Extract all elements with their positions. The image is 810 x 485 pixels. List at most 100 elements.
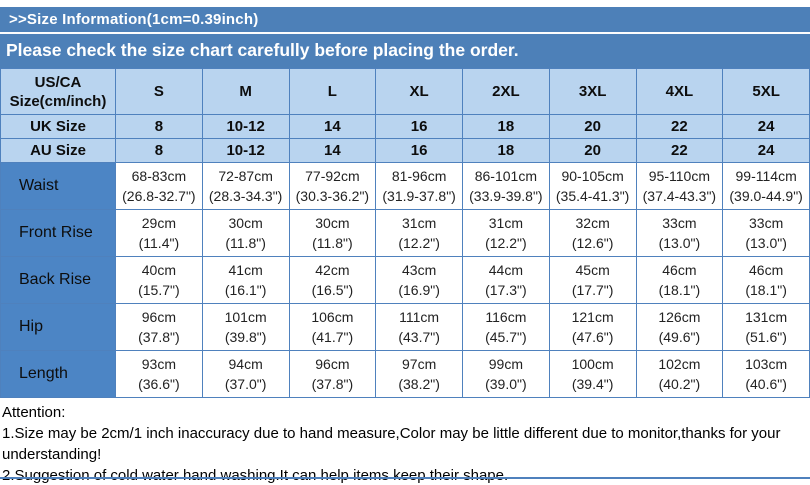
inch-value: (15.7") <box>138 282 180 298</box>
size-value-cell: 14 <box>288 114 377 139</box>
cm-value: 33cm <box>749 215 784 231</box>
measurement-cell: 77-92cm (30.3-36.2") <box>288 162 377 210</box>
inch-value: (28.3-34.3") <box>208 188 283 204</box>
measurement-cell: 94cm (37.0") <box>201 350 290 398</box>
measurement-row-front-rise: Front Rise 29cm (11.4") 30cm (11.8") 30c… <box>0 209 810 257</box>
size-value-cell: 20 <box>548 114 637 139</box>
measurement-cell: 131cm (51.6") <box>722 303 810 351</box>
measurement-cell: 32cm (12.6") <box>548 209 637 257</box>
cm-value: 131cm <box>745 309 788 325</box>
cm-value: 29cm <box>141 215 176 231</box>
cm-value: 97cm <box>402 356 437 372</box>
table-header-row: US/CA Size(cm/inch) S M L XL 2XL 3XL 4XL… <box>0 68 810 115</box>
inch-value: (45.7") <box>485 329 527 345</box>
inch-value: (37.4-43.3") <box>642 188 717 204</box>
measurement-cell: 95-110cm (37.4-43.3") <box>635 162 724 210</box>
cm-value: 30cm <box>228 215 263 231</box>
attention-note-1: 1.Size may be 2cm/1 inch inaccuracy due … <box>2 425 781 463</box>
measurement-cell: 45cm (17.7") <box>548 256 637 304</box>
uk-size-row: UK Size 8 10-12 14 16 18 20 22 24 <box>0 114 810 139</box>
measurement-row-length: Length 93cm (36.6") 94cm (37.0") 96cm (3… <box>0 350 810 398</box>
banner-title: >>Size Information(1cm=0.39inch) <box>9 11 259 28</box>
inch-value: (43.7") <box>398 329 440 345</box>
measurement-cell: 29cm (11.4") <box>115 209 203 257</box>
size-column-header-3xl: 3XL <box>548 68 637 115</box>
measurement-cell: 68-83cm (26.8-32.7") <box>115 162 203 210</box>
inch-value: (33.9-39.8") <box>469 188 543 204</box>
size-info-banner: >>Size Information(1cm=0.39inch) Please … <box>0 7 810 68</box>
measurement-cell: 90-105cm (35.4-41.3") <box>548 162 637 210</box>
row-label-front-rise: Front Rise <box>0 209 116 257</box>
measurement-cell: 100cm (39.4") <box>548 350 637 398</box>
banner-divider <box>0 32 810 34</box>
au-size-row: AU Size 8 10-12 14 16 18 20 22 24 <box>0 138 810 163</box>
measurement-cell: 86-101cm (33.9-39.8") <box>462 162 550 210</box>
inch-value: (39.0") <box>485 376 527 392</box>
measurement-cell: 44cm (17.3") <box>462 256 550 304</box>
inch-value: (38.2") <box>398 376 440 392</box>
inch-value: (37.8") <box>311 376 354 392</box>
cm-value: 96cm <box>315 356 350 372</box>
size-value-cell: 18 <box>462 114 550 139</box>
measurement-cell: 41cm (16.1") <box>201 256 290 304</box>
cm-value: 40cm <box>141 262 176 278</box>
cm-value: 81-96cm <box>391 168 447 184</box>
cm-value: 93cm <box>141 356 176 372</box>
size-value-cell: 16 <box>375 114 463 139</box>
cm-value: 126cm <box>658 309 701 325</box>
cm-value: 43cm <box>402 262 437 278</box>
attention-heading: Attention: <box>2 404 66 421</box>
inch-value: (17.7") <box>571 282 614 298</box>
measurement-row-hip: Hip 96cm (37.8") 101cm (39.8") 106cm (41… <box>0 303 810 351</box>
cm-value: 45cm <box>575 262 610 278</box>
inch-value: (40.6") <box>745 376 787 392</box>
row-label-hip: Hip <box>0 303 116 351</box>
size-value-cell: 20 <box>548 138 637 163</box>
cm-value: 111cm <box>399 309 440 325</box>
inch-value: (26.8-32.7") <box>122 188 196 204</box>
measurement-cell: 116cm (45.7") <box>462 303 550 351</box>
row-label-back-rise: Back Rise <box>0 256 116 304</box>
measurement-cell: 43cm (16.9") <box>375 256 463 304</box>
measurement-cell: 99cm (39.0") <box>462 350 550 398</box>
inch-value: (49.6") <box>658 329 701 345</box>
inch-value: (31.9-37.8") <box>382 188 456 204</box>
size-value-cell: 10-12 <box>201 114 290 139</box>
cm-value: 46cm <box>749 262 784 278</box>
measurement-cell: 102cm (40.2") <box>635 350 724 398</box>
measurement-cell: 97cm (38.2") <box>375 350 463 398</box>
measurement-row-waist: Waist 68-83cm (26.8-32.7") 72-87cm (28.3… <box>0 162 810 210</box>
inch-value: (12.2") <box>398 235 440 251</box>
size-value-cell: 24 <box>722 138 810 163</box>
cm-value: 90-105cm <box>561 168 624 184</box>
row-label-waist: Waist <box>0 162 116 210</box>
measurement-cell: 31cm (12.2") <box>462 209 550 257</box>
measurement-cell: 40cm (15.7") <box>115 256 203 304</box>
measurement-cell: 81-96cm (31.9-37.8") <box>375 162 463 210</box>
cm-value: 72-87cm <box>218 168 273 184</box>
inch-value: (18.1") <box>658 282 701 298</box>
inch-value: (40.2") <box>658 376 701 392</box>
cm-value: 30cm <box>315 215 350 231</box>
measurement-cell: 96cm (37.8") <box>115 303 203 351</box>
cm-value: 106cm <box>311 309 354 325</box>
size-column-header-m: M <box>201 68 290 115</box>
inch-value: (16.9") <box>398 282 440 298</box>
size-column-header-s: S <box>115 68 203 115</box>
corner-header-cell: US/CA Size(cm/inch) <box>0 68 116 115</box>
size-value-cell: 22 <box>635 138 724 163</box>
inch-value: (16.1") <box>224 282 267 298</box>
cm-value: 77-92cm <box>305 168 360 184</box>
measurement-cell: 99-114cm (39.0-44.9") <box>722 162 810 210</box>
measurement-cell: 121cm (47.6") <box>548 303 637 351</box>
measurement-cell: 126cm (49.6") <box>635 303 724 351</box>
cm-value: 99-114cm <box>735 168 797 184</box>
cm-value: 46cm <box>662 262 697 278</box>
inch-value: (11.8") <box>225 235 266 251</box>
row-label-uk-size: UK Size <box>0 114 116 139</box>
cm-value: 95-110cm <box>648 168 710 184</box>
measurement-cell: 30cm (11.8") <box>201 209 290 257</box>
cm-value: 99cm <box>488 356 523 372</box>
inch-value: (39.0-44.9") <box>729 188 803 204</box>
size-value-cell: 10-12 <box>201 138 290 163</box>
